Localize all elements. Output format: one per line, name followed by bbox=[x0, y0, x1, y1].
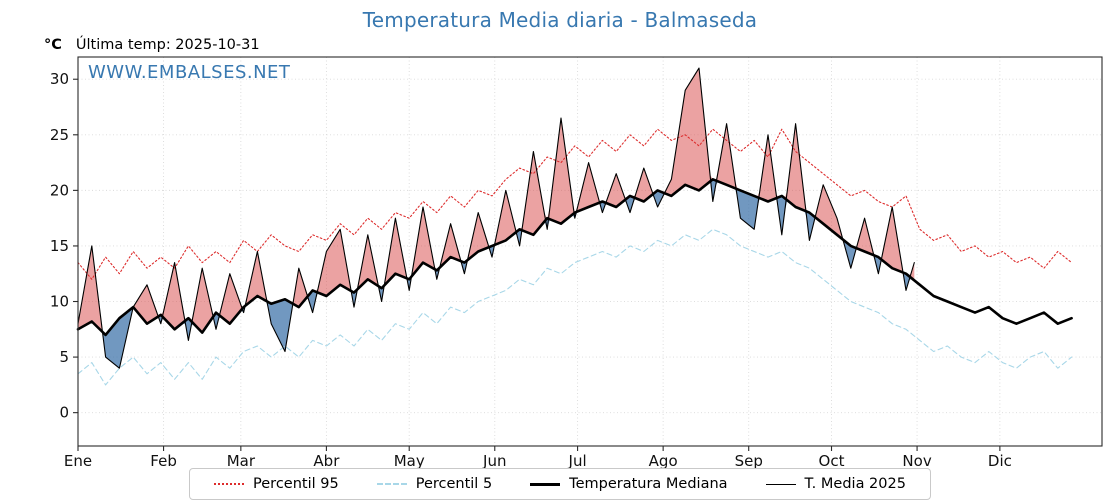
legend-label: Percentil 5 bbox=[415, 476, 493, 492]
legend-label: T. Media 2025 bbox=[804, 476, 906, 492]
legend: Percentil 95 Percentil 5 Temperatura Med… bbox=[0, 468, 1120, 500]
y-tick-label: 30 bbox=[50, 70, 69, 88]
month-label: Sep bbox=[735, 452, 763, 468]
month-label: Oct bbox=[819, 452, 845, 468]
month-label: Ago bbox=[649, 452, 678, 468]
month-label: Ene bbox=[64, 452, 92, 468]
chart-subheader: °C Última temp: 2025-10-31 bbox=[44, 37, 260, 53]
percentil5-line-sample bbox=[376, 483, 407, 485]
media2025-line bbox=[77, 67, 915, 369]
media2025-line-sample bbox=[765, 483, 796, 485]
above-median-fill bbox=[78, 68, 915, 335]
plot-frame bbox=[77, 56, 1103, 447]
month-label: Dic bbox=[988, 452, 1012, 468]
y-tick-label: 10 bbox=[50, 293, 69, 311]
unit-label: °C bbox=[44, 37, 62, 53]
percentil95-line-sample bbox=[214, 483, 245, 485]
month-label: May bbox=[394, 452, 425, 468]
legend-label: Temperatura Mediana bbox=[569, 476, 728, 492]
legend-item-media2025: T. Media 2025 bbox=[765, 476, 906, 492]
legend-box: Percentil 95 Percentil 5 Temperatura Med… bbox=[189, 468, 931, 500]
y-tick-label: 20 bbox=[50, 181, 69, 199]
mediana-line bbox=[76, 178, 1073, 337]
legend-item-percentil5: Percentil 5 bbox=[376, 476, 493, 492]
below-median-fill bbox=[78, 179, 915, 369]
month-label: Jun bbox=[482, 452, 506, 468]
month-label: Feb bbox=[150, 452, 177, 468]
percentil5-line bbox=[77, 228, 1073, 386]
mediana-line-sample bbox=[530, 482, 561, 486]
y-tick-label: 0 bbox=[59, 404, 69, 422]
legend-item-percentil95: Percentil 95 bbox=[214, 476, 339, 492]
legend-item-mediana: Temperatura Mediana bbox=[530, 476, 728, 492]
percentil95-line bbox=[77, 128, 1073, 280]
legend-label: Percentil 95 bbox=[253, 476, 339, 492]
month-label: Abr bbox=[313, 452, 340, 468]
last-temp-label: Última temp: 2025-10-31 bbox=[75, 37, 260, 53]
watermark: WWW.EMBALSES.NET bbox=[88, 62, 291, 83]
month-label: Nov bbox=[902, 452, 931, 468]
chart-title: Temperatura Media diaria - Balmaseda bbox=[362, 8, 758, 32]
month-label: Mar bbox=[227, 452, 256, 468]
month-label: Jul bbox=[568, 452, 587, 468]
y-tick-label: 5 bbox=[59, 348, 69, 366]
y-tick-label: 15 bbox=[50, 237, 69, 255]
temperature-plot: 0 5 10 15 20 25 30 Ene Feb Mar Abr May Jun Jul Ago Sep O… bbox=[50, 56, 1103, 468]
y-tick-label: 25 bbox=[50, 126, 69, 144]
